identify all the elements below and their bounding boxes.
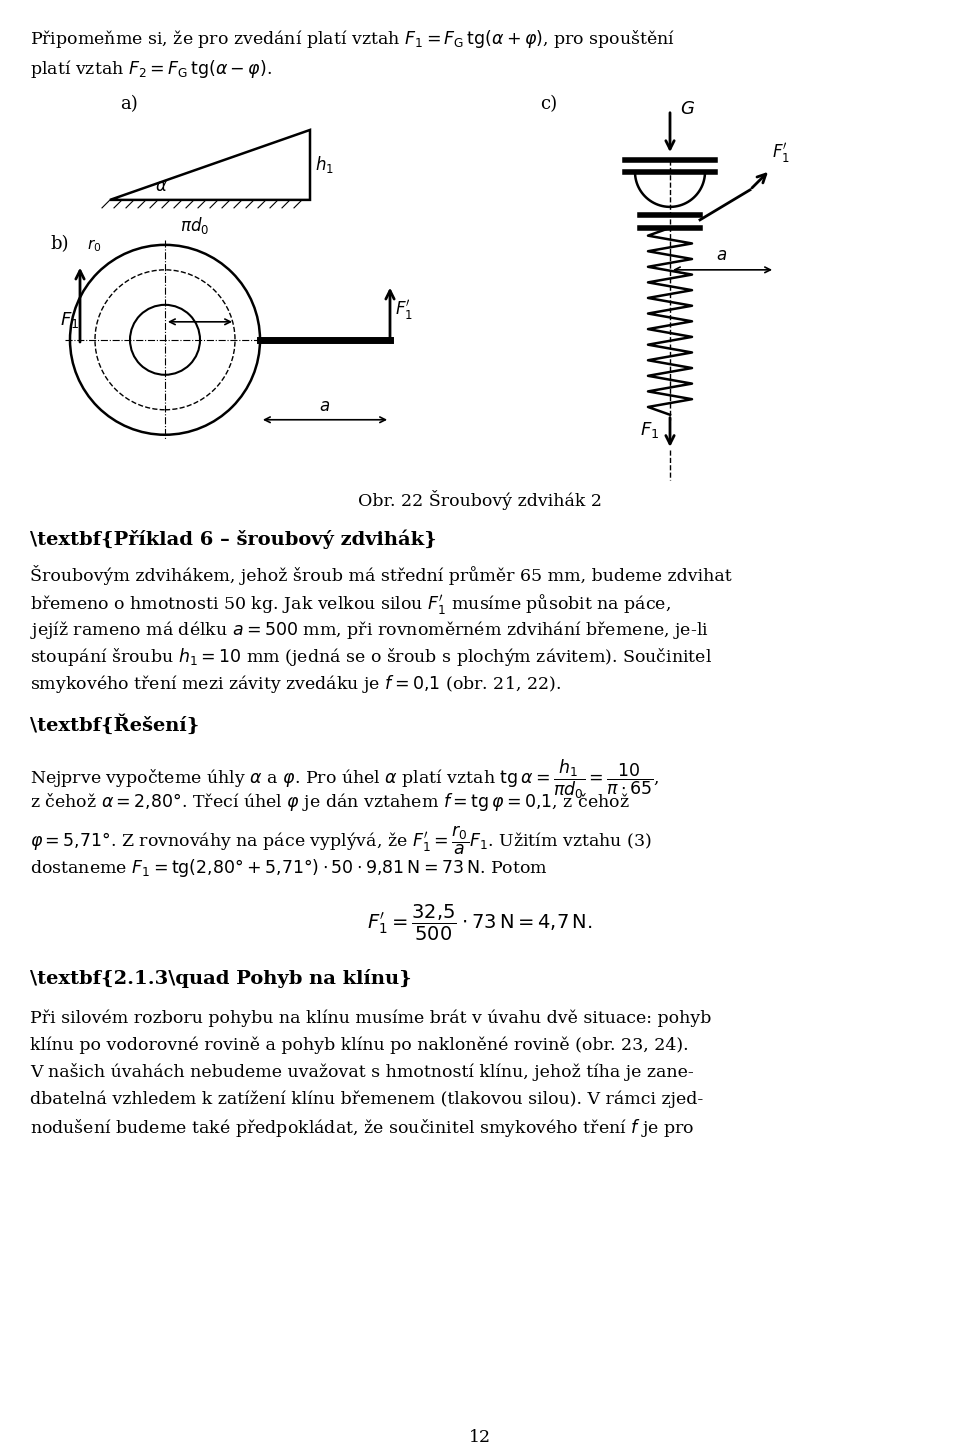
Text: $r_0$: $r_0$ — [87, 237, 102, 254]
Text: $F_1'$: $F_1'$ — [395, 297, 413, 322]
Text: b): b) — [50, 235, 68, 252]
Text: $a$: $a$ — [320, 398, 330, 415]
Text: platí vztah $F_2 = F_\mathrm{G}\,\mathrm{tg}(\alpha - \varphi)$.: platí vztah $F_2 = F_\mathrm{G}\,\mathrm… — [30, 58, 272, 80]
Text: dbatelná vzhledem k zatížení klínu břemenem (tlakovou silou). V rámci zjed-: dbatelná vzhledem k zatížení klínu břeme… — [30, 1090, 704, 1109]
Text: jejíž rameno má délku $a = 500$ mm, při rovnoměrném zdvihání břemene, je-li: jejíž rameno má délku $a = 500$ mm, při … — [30, 618, 708, 641]
Text: $\alpha$: $\alpha$ — [155, 178, 168, 194]
Text: Připomeňme si, že pro zvedání platí vztah $F_1 = F_\mathrm{G}\,\mathrm{tg}(\alph: Připomeňme si, že pro zvedání platí vzta… — [30, 28, 676, 49]
Text: $\pi d_0$: $\pi d_0$ — [180, 215, 209, 237]
Text: klínu po vodorovné rovině a pohyb klínu po nakloněné rovině (obr. 23, 24).: klínu po vodorovné rovině a pohyb klínu … — [30, 1036, 688, 1053]
Text: nodušení budeme také předpokládat, že součinitel smykového tření $f$ je pro: nodušení budeme také předpokládat, že so… — [30, 1117, 694, 1139]
Text: 12: 12 — [468, 1429, 492, 1447]
Text: $F_1$: $F_1$ — [640, 419, 660, 440]
Text: a): a) — [120, 94, 137, 113]
Text: c): c) — [540, 94, 557, 113]
Text: \textbf{2.1.3\quad Pohyb na klínu}: \textbf{2.1.3\quad Pohyb na klínu} — [30, 969, 412, 988]
Text: V našich úvahách nebudeme uvažovat s hmotností klínu, jehož tíha je zane-: V našich úvahách nebudeme uvažovat s hmo… — [30, 1064, 694, 1081]
Text: břemeno o hmotnosti 50 kg. Jak velkou silou $F_1'$ musíme působit na páce,: břemeno o hmotnosti 50 kg. Jak velkou si… — [30, 592, 671, 615]
Text: Obr. 22 Šroubový zdvihák 2: Obr. 22 Šroubový zdvihák 2 — [358, 490, 602, 509]
Text: \textbf{Příklad 6 – šroubový zdvihák}: \textbf{Příklad 6 – šroubový zdvihák} — [30, 530, 437, 548]
Text: \textbf{Řešení}: \textbf{Řešení} — [30, 714, 200, 736]
Text: stoupání šroubu $h_1 = 10$ mm (jedná se o šroub s plochým závitem). Součinitel: stoupání šroubu $h_1 = 10$ mm (jedná se … — [30, 646, 712, 667]
Text: Šroubovým zdvihákem, jehož šroub má střední průměr 65 mm, budeme zdvihat: Šroubovým zdvihákem, jehož šroub má stře… — [30, 564, 732, 585]
Text: $F_1'$: $F_1'$ — [772, 141, 790, 165]
Text: dostaneme $F_1 = \mathrm{tg}(2{,}80° + 5{,}71°) \cdot 50 \cdot 9{,}81\,\mathrm{N: dostaneme $F_1 = \mathrm{tg}(2{,}80° + 5… — [30, 856, 548, 878]
Text: Při silovém rozboru pohybu na klínu musíme brát v úvahu dvě situace: pohyb: Při silovém rozboru pohybu na klínu musí… — [30, 1010, 711, 1027]
Text: $a$: $a$ — [716, 247, 728, 264]
Text: $F_1$: $F_1$ — [60, 311, 80, 329]
Text: $h_1$: $h_1$ — [315, 154, 334, 176]
Text: z čehož $\alpha = 2{,}80°$. Třecí úhel $\varphi$ je dán vztahem $f = \mathrm{tg}: z čehož $\alpha = 2{,}80°$. Třecí úhel $… — [30, 791, 630, 813]
Text: smykového tření mezi závity zvedáku je $f = 0{,}1$ (obr. 21, 22).: smykového tření mezi závity zvedáku je $… — [30, 673, 561, 695]
Text: $G$: $G$ — [680, 100, 695, 118]
Text: Nejprve vypočteme úhly $\alpha$ a $\varphi$. Pro úhel $\alpha$ platí vztah $\mat: Nejprve vypočteme úhly $\alpha$ a $\varp… — [30, 757, 660, 801]
Text: $\varphi = 5{,}71°$. Z rovnováhy na páce vyplývá, že $F_1' = \dfrac{r_0}{a} F_1$: $\varphi = 5{,}71°$. Z rovnováhy na páce… — [30, 824, 652, 858]
Text: $F_1' = \dfrac{32{,}5}{500} \cdot 73\,\mathrm{N} = 4{,}7\,\mathrm{N}.$: $F_1' = \dfrac{32{,}5}{500} \cdot 73\,\m… — [368, 903, 592, 943]
